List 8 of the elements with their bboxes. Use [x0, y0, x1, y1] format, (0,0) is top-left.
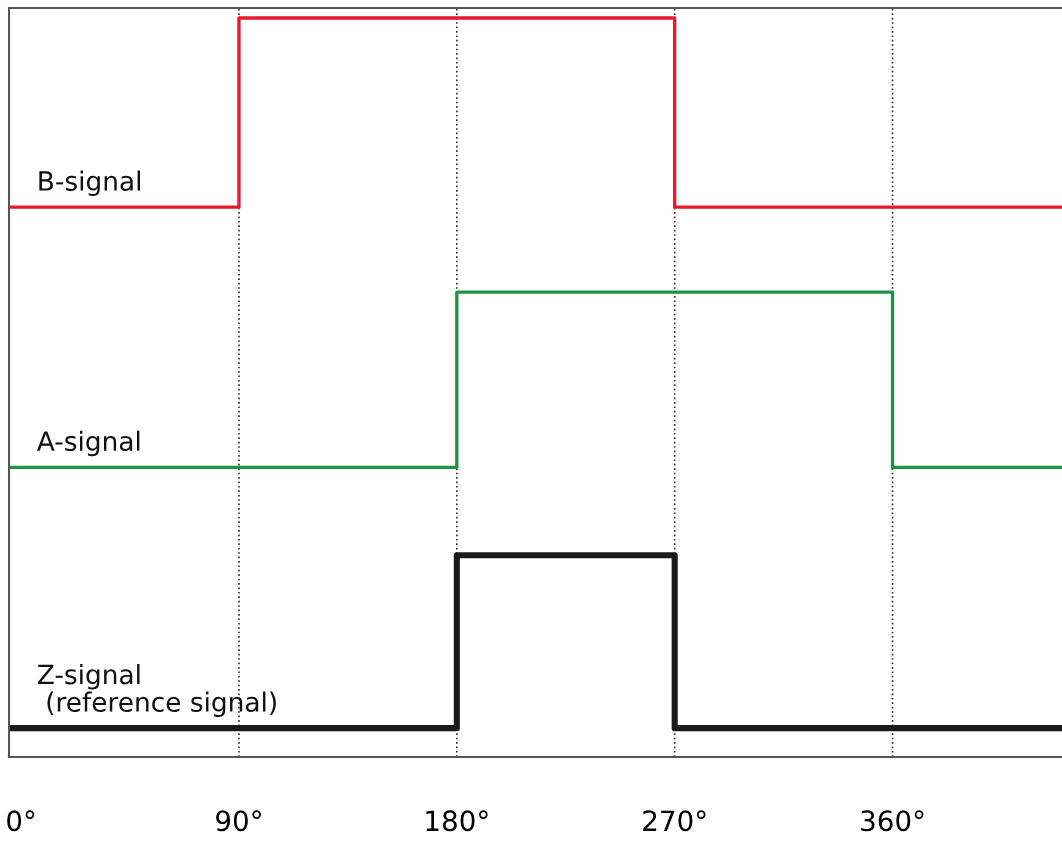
series-label: B-signal — [39, 170, 140, 197]
x-tick-label: 180° — [426, 810, 488, 832]
x-tick-label: 0° — [7, 810, 35, 832]
x-tick-label: 270° — [643, 810, 706, 832]
x-tick-label: 90° — [216, 810, 261, 832]
series-label: A-signal — [36, 430, 140, 457]
series-label: Z-signal (reference signal) — [37, 663, 276, 718]
x-tick-label: 360° — [861, 810, 924, 832]
